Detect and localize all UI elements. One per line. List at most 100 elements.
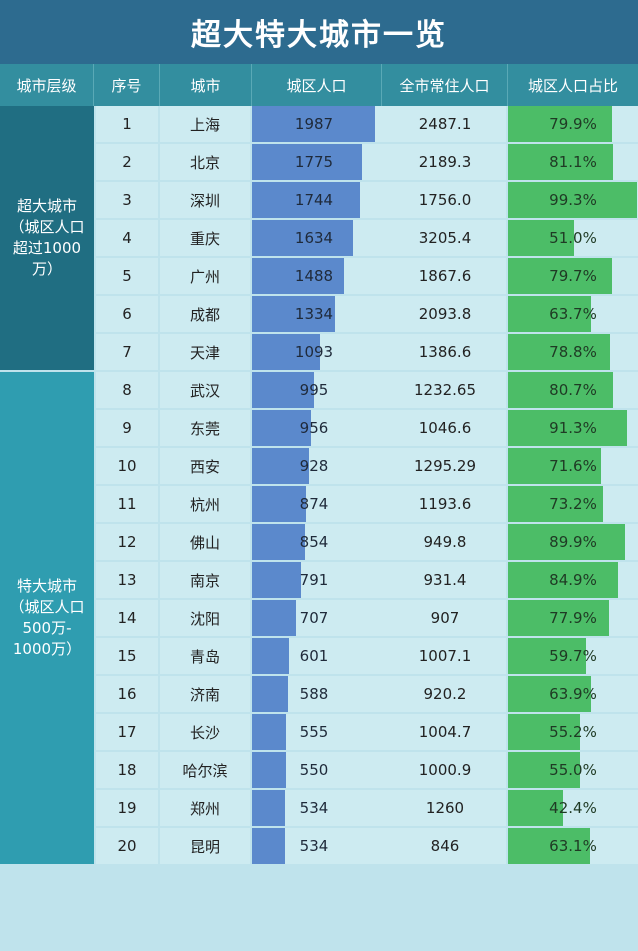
header-city: 城市 <box>160 64 252 106</box>
row-city: 济南 <box>160 676 250 712</box>
ratio-bar <box>508 714 580 750</box>
row-index: 3 <box>96 182 158 218</box>
table-row: 6 成都 1334 2093.8 63.7% <box>94 296 638 334</box>
ratio-label: 63.7% <box>549 305 597 323</box>
table-row: 10 西安 928 1295.29 71.6% <box>94 448 638 486</box>
ratio-cell: 81.1% <box>508 144 638 180</box>
total-pop-cell: 1867.6 <box>384 258 506 294</box>
header-index: 序号 <box>94 64 160 106</box>
urban-pop-bar <box>252 714 286 750</box>
row-index: 10 <box>96 448 158 484</box>
table-row: 12 佛山 854 949.8 89.9% <box>94 524 638 562</box>
total-pop-cell: 1193.6 <box>384 486 506 522</box>
urban-pop-label: 1744 <box>294 191 334 209</box>
total-pop-cell: 2093.8 <box>384 296 506 332</box>
ratio-cell: 84.9% <box>508 562 638 598</box>
ratio-bar <box>508 676 591 712</box>
table-row: 14 沈阳 707 907 77.9% <box>94 600 638 638</box>
ratio-bar <box>508 144 613 180</box>
table-row: 4 重庆 1634 3205.4 51.0% <box>94 220 638 258</box>
row-index: 4 <box>96 220 158 256</box>
ratio-label: 79.7% <box>549 267 597 285</box>
row-city: 天津 <box>160 334 250 370</box>
urban-pop-label: 707 <box>299 609 329 627</box>
ratio-cell: 63.7% <box>508 296 638 332</box>
row-city: 青岛 <box>160 638 250 674</box>
urban-pop-bar <box>252 182 360 218</box>
table-row: 7 天津 1093 1386.6 78.8% <box>94 334 638 372</box>
ratio-label: 78.8% <box>549 343 597 361</box>
ratio-bar <box>508 182 637 218</box>
urban-pop-bar <box>252 828 285 864</box>
urban-pop-label: 550 <box>299 761 329 779</box>
row-city: 上海 <box>160 106 250 142</box>
total-pop-cell: 2189.3 <box>384 144 506 180</box>
row-index: 7 <box>96 334 158 370</box>
table-row: 3 深圳 1744 1756.0 99.3% <box>94 182 638 220</box>
ratio-label: 55.2% <box>549 723 597 741</box>
total-pop-cell: 1007.1 <box>384 638 506 674</box>
row-index: 16 <box>96 676 158 712</box>
ratio-bar <box>508 258 612 294</box>
ratio-bar <box>508 828 590 864</box>
total-pop-cell: 1232.65 <box>384 372 506 408</box>
urban-pop-bar <box>252 334 320 370</box>
ratio-label: 59.7% <box>549 647 597 665</box>
urban-pop-bar <box>252 486 306 522</box>
urban-pop-label: 555 <box>299 723 329 741</box>
urban-pop-bar <box>252 524 305 560</box>
row-city: 西安 <box>160 448 250 484</box>
row-city: 昆明 <box>160 828 250 864</box>
urban-pop-label: 854 <box>299 533 329 551</box>
total-pop-cell: 2487.1 <box>384 106 506 142</box>
table-row: 19 郑州 534 1260 42.4% <box>94 790 638 828</box>
row-city: 广州 <box>160 258 250 294</box>
ratio-bar <box>508 524 625 560</box>
ratio-label: 51.0% <box>549 229 597 247</box>
table-row: 15 青岛 601 1007.1 59.7% <box>94 638 638 676</box>
ratio-cell: 73.2% <box>508 486 638 522</box>
total-pop-cell: 1756.0 <box>384 182 506 218</box>
urban-pop-bar <box>252 296 335 332</box>
header-row: 城市层级 序号 城市 城区人口 全市常住人口 城区人口占比 <box>0 64 638 106</box>
ratio-label: 99.3% <box>549 191 597 209</box>
urban-pop-bar <box>252 600 296 636</box>
table-row: 16 济南 588 920.2 63.9% <box>94 676 638 714</box>
header-urban-pop: 城区人口 <box>252 64 382 106</box>
ratio-label: 89.9% <box>549 533 597 551</box>
row-index: 5 <box>96 258 158 294</box>
total-pop-cell: 949.8 <box>384 524 506 560</box>
ratio-cell: 59.7% <box>508 638 638 674</box>
table-row: 1 上海 1987 2487.1 79.9% <box>94 106 638 144</box>
header-tier: 城市层级 <box>0 64 94 106</box>
row-index: 12 <box>96 524 158 560</box>
table-row: 17 长沙 555 1004.7 55.2% <box>94 714 638 752</box>
ratio-bar <box>508 220 574 256</box>
urban-pop-label: 1634 <box>294 229 334 247</box>
row-index: 6 <box>96 296 158 332</box>
row-index: 18 <box>96 752 158 788</box>
urban-pop-label: 928 <box>299 457 329 475</box>
ratio-cell: 55.0% <box>508 752 638 788</box>
row-city: 深圳 <box>160 182 250 218</box>
total-pop-cell: 1295.29 <box>384 448 506 484</box>
ratio-cell: 99.3% <box>508 182 638 218</box>
ratio-cell: 63.1% <box>508 828 638 864</box>
urban-pop-bar <box>252 144 362 180</box>
ratio-cell: 79.7% <box>508 258 638 294</box>
urban-pop-label: 1987 <box>294 115 334 133</box>
urban-pop-bar <box>252 752 286 788</box>
ratio-label: 63.9% <box>549 685 597 703</box>
total-pop-cell: 1000.9 <box>384 752 506 788</box>
urban-pop-bar <box>252 258 344 294</box>
ratio-cell: 63.9% <box>508 676 638 712</box>
ratio-label: 81.1% <box>549 153 597 171</box>
ratio-cell: 55.2% <box>508 714 638 750</box>
total-pop-cell: 3205.4 <box>384 220 506 256</box>
ratio-cell: 42.4% <box>508 790 638 826</box>
row-index: 2 <box>96 144 158 180</box>
urban-pop-bar <box>252 372 314 408</box>
urban-pop-label: 588 <box>299 685 329 703</box>
urban-pop-label: 601 <box>299 647 329 665</box>
tier-super-cities: 超大城市 （城区人口 超过1000 万） <box>0 106 94 372</box>
